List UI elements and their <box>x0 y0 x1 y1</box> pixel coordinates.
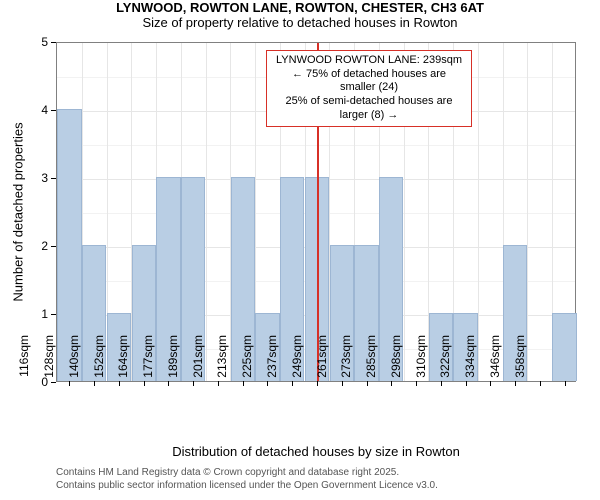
x-tick-label: 298sqm <box>389 335 403 390</box>
gridline-h-minor <box>57 145 575 146</box>
x-tick-label: 237sqm <box>265 335 279 390</box>
x-tick-label: 140sqm <box>67 335 81 390</box>
y-tick-mark <box>51 42 56 43</box>
x-tick-label: 116sqm <box>17 335 31 390</box>
y-tick-label: 1 <box>0 307 48 321</box>
histogram-bar <box>552 313 576 381</box>
y-tick-label: 5 <box>0 35 48 49</box>
annotation-line: ← 75% of detached houses are smaller (24… <box>273 68 465 96</box>
x-tick-label: 322sqm <box>438 335 452 390</box>
y-tick-mark <box>51 178 56 179</box>
gridline-v <box>527 43 528 381</box>
x-tick-label: 177sqm <box>141 335 155 390</box>
y-axis-label: Number of detached properties <box>11 122 26 301</box>
annotation-box: LYNWOOD ROWTON LANE: 239sqm← 75% of deta… <box>266 50 472 127</box>
x-tick-label: 346sqm <box>488 335 502 390</box>
x-tick-label: 334sqm <box>463 335 477 390</box>
x-tick-mark <box>565 381 566 386</box>
x-tick-label: 249sqm <box>290 335 304 390</box>
gridline-v <box>478 43 479 381</box>
y-tick-label: 2 <box>0 239 48 253</box>
footer-attribution: Contains HM Land Registry data © Crown c… <box>56 466 438 492</box>
x-tick-label: 261sqm <box>315 335 329 390</box>
y-tick-mark <box>51 246 56 247</box>
x-tick-label: 225sqm <box>240 335 254 390</box>
x-tick-label: 201sqm <box>191 335 205 390</box>
y-tick-mark <box>51 110 56 111</box>
y-tick-mark <box>51 314 56 315</box>
x-tick-label: 189sqm <box>166 335 180 390</box>
x-tick-label: 273sqm <box>339 335 353 390</box>
gridline-v <box>206 43 207 381</box>
footer-line: Contains public sector information licen… <box>56 479 438 492</box>
y-tick-label: 3 <box>0 171 48 185</box>
y-tick-label: 4 <box>0 103 48 117</box>
x-tick-label: 213sqm <box>215 335 229 390</box>
x-tick-label: 285sqm <box>364 335 378 390</box>
x-tick-label: 358sqm <box>513 335 527 390</box>
plot-area: LYNWOOD ROWTON LANE: 239sqm← 75% of deta… <box>56 42 576 382</box>
x-tick-label: 310sqm <box>414 335 428 390</box>
footer-line: Contains HM Land Registry data © Crown c… <box>56 466 438 479</box>
x-tick-label: 152sqm <box>92 335 106 390</box>
x-axis-label: Distribution of detached houses by size … <box>56 444 576 459</box>
x-tick-label: 128sqm <box>42 335 56 390</box>
chart-container: LYNWOOD ROWTON LANE: 239sqm← 75% of deta… <box>0 0 600 500</box>
annotation-line: LYNWOOD ROWTON LANE: 239sqm <box>273 54 465 68</box>
x-tick-label: 164sqm <box>116 335 130 390</box>
annotation-line: 25% of semi-detached houses are larger (… <box>273 95 465 123</box>
x-tick-mark <box>540 381 541 386</box>
